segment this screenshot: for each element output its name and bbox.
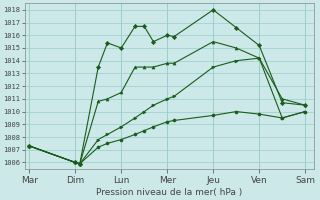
X-axis label: Pression niveau de la mer( hPa ): Pression niveau de la mer( hPa ) (96, 188, 243, 197)
